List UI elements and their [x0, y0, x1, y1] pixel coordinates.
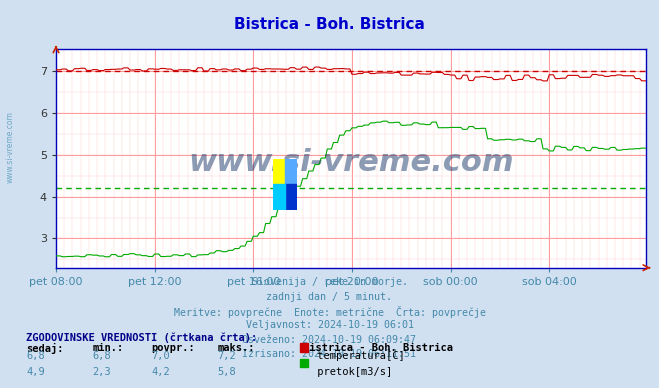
Text: min.:: min.: [92, 343, 123, 353]
Text: ZGODOVINSKE VREDNOSTI (črtkana črta):: ZGODOVINSKE VREDNOSTI (črtkana črta): [26, 333, 258, 343]
Text: Osveženo: 2024-10-19 06:09:47: Osveženo: 2024-10-19 06:09:47 [243, 335, 416, 345]
Text: Veljavnost: 2024-10-19 06:01: Veljavnost: 2024-10-19 06:01 [246, 320, 413, 331]
Text: Slovenija / reke in morje.: Slovenija / reke in morje. [252, 277, 407, 288]
Text: temperatura[C]: temperatura[C] [311, 351, 405, 361]
Text: Bistrica - Boh. Bistrica: Bistrica - Boh. Bistrica [234, 17, 425, 33]
Text: 4,9: 4,9 [26, 367, 45, 377]
Text: Meritve: povprečne  Enote: metrične  Črta: povprečje: Meritve: povprečne Enote: metrične Črta:… [173, 306, 486, 318]
Text: pretok[m3/s]: pretok[m3/s] [311, 367, 392, 377]
Text: 5,8: 5,8 [217, 367, 236, 377]
Bar [285, 159, 297, 184]
Text: 4,2: 4,2 [152, 367, 170, 377]
Text: 6,8: 6,8 [26, 351, 45, 361]
Bar [285, 184, 297, 210]
Text: Izrisano: 2024-10-19 06:11:51: Izrisano: 2024-10-19 06:11:51 [243, 349, 416, 359]
Text: zadnji dan / 5 minut.: zadnji dan / 5 minut. [266, 292, 393, 302]
Bar [273, 184, 285, 210]
Bar [273, 159, 285, 184]
Text: Bistrica - Boh. Bistrica: Bistrica - Boh. Bistrica [303, 343, 453, 353]
Text: 7,2: 7,2 [217, 351, 236, 361]
Text: 6,8: 6,8 [92, 351, 111, 361]
Text: povpr.:: povpr.: [152, 343, 195, 353]
Text: www.si-vreme.com: www.si-vreme.com [188, 148, 514, 177]
Text: 7,0: 7,0 [152, 351, 170, 361]
Text: 2,3: 2,3 [92, 367, 111, 377]
Text: www.si-vreme.com: www.si-vreme.com [5, 111, 14, 184]
Text: sedaj:: sedaj: [26, 343, 64, 353]
Text: maks.:: maks.: [217, 343, 255, 353]
